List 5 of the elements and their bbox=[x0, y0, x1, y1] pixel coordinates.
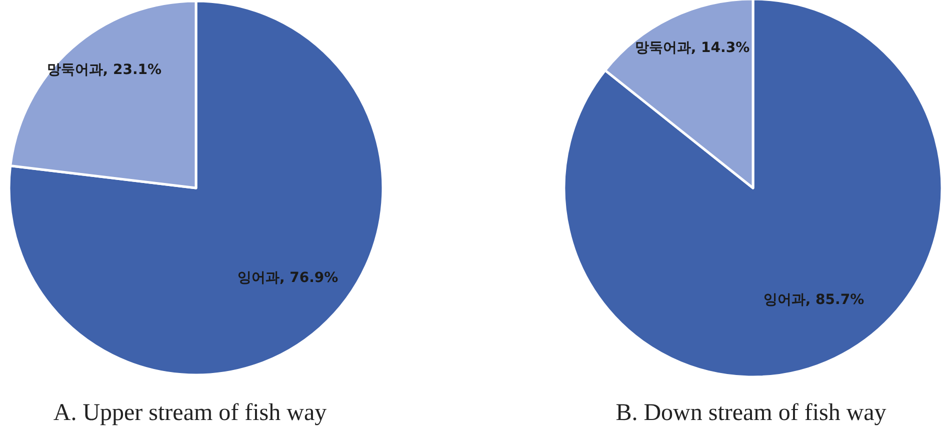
text: A. Upper stream of fish way bbox=[53, 400, 327, 426]
slice-label: 잉어과, 76.9% bbox=[237, 268, 338, 288]
text: B. Down stream of fish way bbox=[616, 400, 886, 426]
slice-label: 망둑어과, 14.3% bbox=[634, 39, 750, 58]
slice-label: 잉어과, 85.7% bbox=[763, 290, 864, 310]
